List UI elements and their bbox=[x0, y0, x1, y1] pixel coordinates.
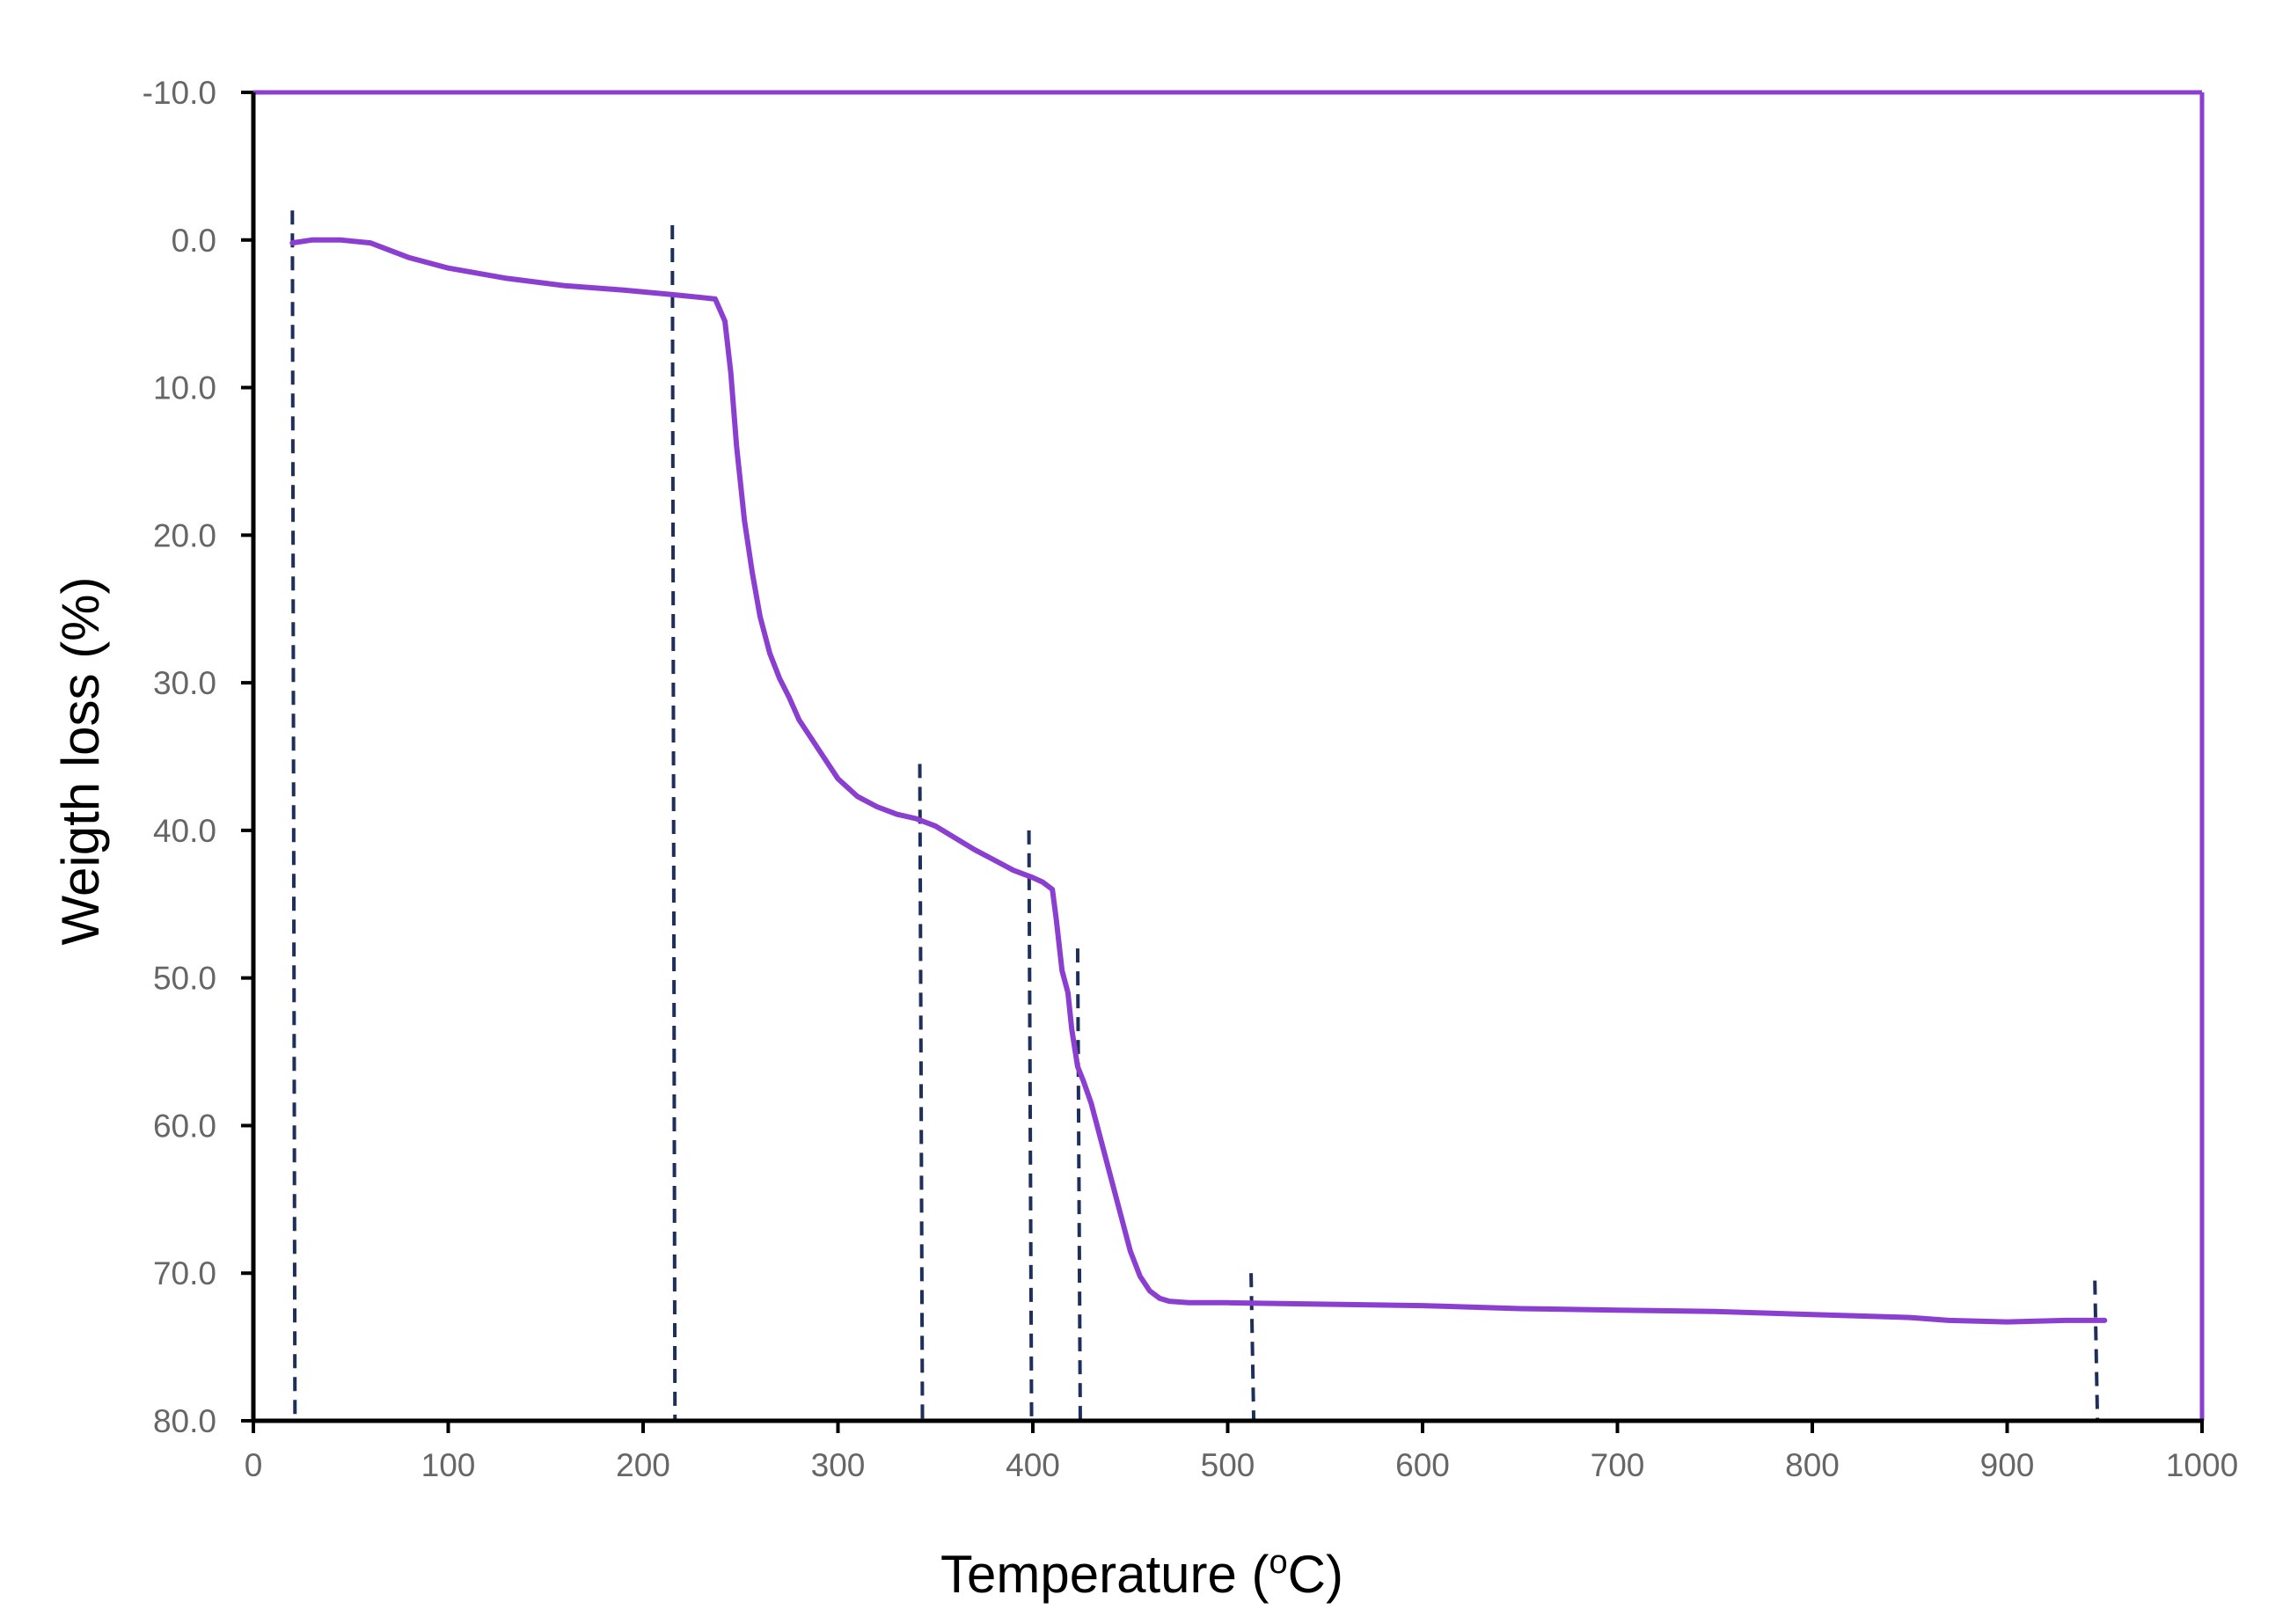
series-line-1 bbox=[289, 237, 2108, 1325]
x-tick-label: 200 bbox=[616, 1447, 670, 1483]
x-tick-label: 300 bbox=[811, 1447, 866, 1483]
y-tick-label: 80.0 bbox=[153, 1403, 216, 1439]
y-tick-label: 50.0 bbox=[153, 961, 216, 997]
vertical-marker-1 bbox=[290, 210, 297, 1422]
y-tick-label: 20.0 bbox=[153, 517, 216, 553]
y-tick-label: -10.0 bbox=[143, 75, 216, 111]
vertical-markers bbox=[290, 210, 2100, 1422]
vertical-marker-6 bbox=[1249, 1273, 1256, 1422]
y-tick-label: 0.0 bbox=[172, 223, 216, 259]
plot-frame bbox=[253, 90, 2205, 1421]
vertical-marker-3 bbox=[918, 764, 925, 1422]
y-tick-labels: -10.0 0.0 10.0 20.0 30.0 40.0 50.0 60.0 70.0 80.0 bbox=[143, 75, 216, 1439]
vertical-marker-7 bbox=[2093, 1280, 2100, 1422]
y-tick-label: 40.0 bbox=[153, 813, 216, 849]
x-tick-label: 800 bbox=[1785, 1447, 1840, 1483]
y-tick-label: 10.0 bbox=[153, 370, 216, 406]
x-tick-labels: 0 100 200 300 400 500 600 700 800 900 1000 bbox=[245, 1447, 2238, 1483]
vertical-marker-5 bbox=[1075, 948, 1082, 1422]
x-tick-label: 400 bbox=[1006, 1447, 1060, 1483]
y-tick-label: 30.0 bbox=[153, 665, 216, 701]
x-tick-label: 100 bbox=[421, 1447, 476, 1483]
x-tick-label: 600 bbox=[1395, 1447, 1450, 1483]
x-tick-label: 1000 bbox=[2166, 1447, 2238, 1483]
x-axis-title: Temperature (oC) bbox=[940, 1544, 1343, 1604]
y-tick-label: 70.0 bbox=[153, 1255, 216, 1291]
y-tick-label: 60.0 bbox=[153, 1108, 216, 1144]
x-tick-label: 700 bbox=[1591, 1447, 1645, 1483]
series-layer bbox=[289, 237, 2108, 1325]
vertical-marker-2 bbox=[670, 224, 677, 1422]
vertical-marker-4 bbox=[1027, 830, 1034, 1422]
x-tick-label: 500 bbox=[1201, 1447, 1255, 1483]
x-tick-label: 0 bbox=[245, 1447, 263, 1483]
y-axis-title: Weigth loss (%) bbox=[51, 576, 110, 945]
axes bbox=[241, 91, 2204, 1433]
x-tick-label: 900 bbox=[1980, 1447, 2035, 1483]
